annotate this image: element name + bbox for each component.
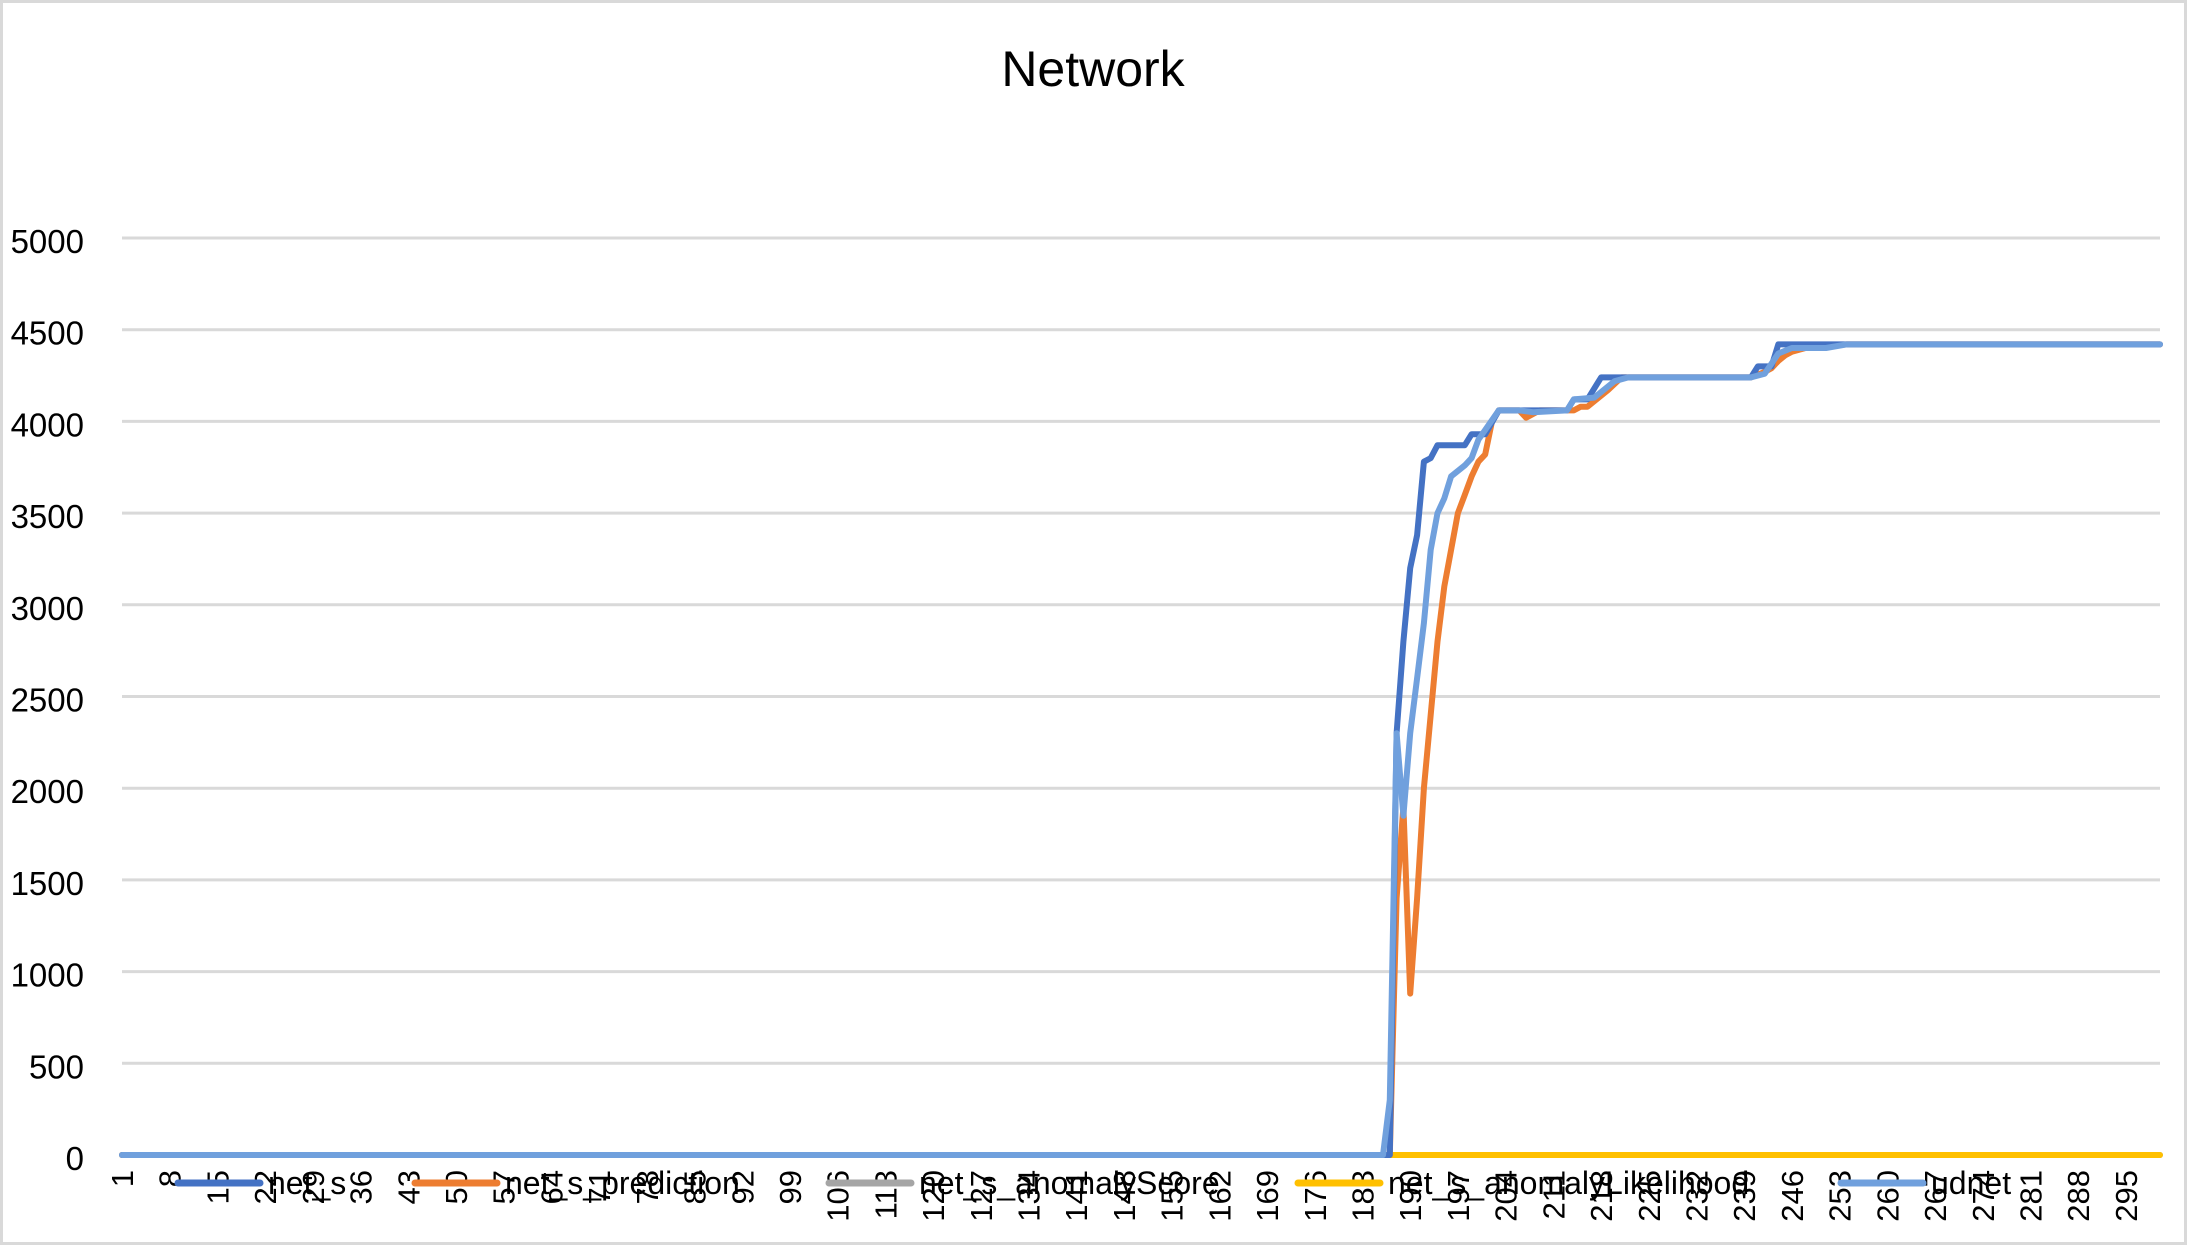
legend-label: net_s_anomalyLikelihood [1388,1165,1749,1201]
x-tick-label: 288 [2061,1170,2096,1222]
x-tick-label: 204 [1489,1170,1524,1222]
x-tick-label: 113 [868,1170,903,1219]
x-tick-label: 106 [821,1170,856,1222]
x-tick-label: 92 [725,1170,760,1204]
x-tick-label: 120 [916,1170,951,1222]
x-tick-label: 127 [964,1170,999,1222]
legend-label: net_s_anomalyScore [919,1165,1220,1201]
x-tick-label: 281 [2013,1170,2048,1222]
y-tick-label: 4000 [11,406,84,443]
y-tick-label: 2000 [11,773,84,810]
legend-label: net_s_prediction [505,1165,740,1201]
x-tick-label: 155 [1155,1170,1190,1222]
x-tick-label: 78 [630,1170,665,1204]
x-tick-label: 134 [1012,1170,1047,1222]
y-tick-label: 0 [66,1140,84,1177]
x-tick-label: 169 [1250,1170,1285,1222]
x-axis-tick-labels: 1 8 15 22 29 36 43 50 57 64 71 78 85 92 99 106 113 120 127… [105,1170,2144,1222]
legend-label: net_s [268,1165,346,1201]
y-tick-label: 5000 [11,223,84,260]
legend-label: udnet [1931,1165,2011,1201]
x-tick-label: 85 [678,1170,713,1204]
x-tick-label: 232 [1680,1170,1715,1222]
x-tick-label: 183 [1346,1170,1381,1222]
gridlines [122,236,2160,1157]
x-tick-label: 64 [534,1170,569,1204]
x-tick-label: 239 [1727,1170,1762,1222]
y-tick-label: 1000 [11,957,84,994]
x-tick-label: 162 [1202,1170,1237,1222]
x-tick-label: 148 [1107,1170,1142,1222]
x-tick-label: 225 [1632,1170,1667,1222]
y-tick-label: 4500 [11,315,84,352]
x-tick-label: 253 [1823,1170,1858,1222]
y-axis-tick-labels: 0 500 1000 1500 2000 2500 3000 3500 4000 4500 5000 [11,223,84,1177]
x-tick-label: 211 [1536,1170,1571,1219]
series-lines [119,341,2163,1158]
x-tick-label: 218 [1584,1170,1619,1222]
y-tick-label: 500 [29,1048,84,1085]
x-tick-label: 43 [391,1170,426,1204]
x-tick-label: 71 [582,1170,617,1204]
x-tick-label: 260 [1870,1170,1905,1222]
x-tick-label: 57 [487,1170,522,1204]
x-tick-label: 29 [296,1170,331,1204]
x-tick-label: 22 [248,1170,283,1204]
legend: net_s net_s_prediction net_s_anomalyScore n… [174,1165,2011,1201]
x-tick-label: 295 [2109,1170,2144,1222]
y-tick-label: 2500 [11,682,84,719]
x-tick-label: 99 [773,1170,808,1204]
x-tick-label: 246 [1775,1170,1810,1222]
x-tick-label: 141 [1059,1170,1094,1222]
x-tick-label: 190 [1393,1170,1428,1222]
y-tick-label: 3000 [11,590,84,627]
series-line-udnet [119,341,2163,1158]
series-line-net_s [119,341,2163,1158]
chart-title: Network [1001,41,1185,97]
y-tick-label: 3500 [11,498,84,535]
x-tick-label: 50 [439,1170,474,1204]
series-line-net_s_prediction [119,341,2163,1158]
x-tick-label: 197 [1441,1170,1476,1222]
x-tick-label: 1 [105,1170,140,1187]
x-tick-label: 176 [1298,1170,1333,1222]
x-tick-label: 267 [1918,1170,1953,1222]
x-tick-label: 274 [1966,1170,2001,1222]
x-tick-label: 36 [344,1170,379,1204]
x-tick-label: 15 [200,1170,235,1204]
y-tick-label: 1500 [11,865,84,902]
